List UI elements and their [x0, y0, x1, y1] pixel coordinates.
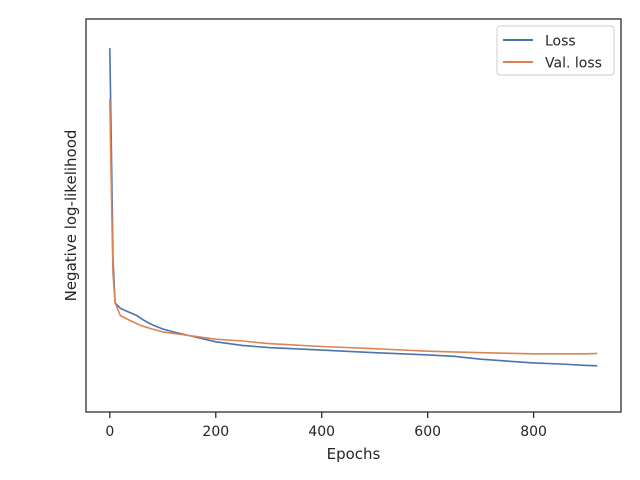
x-tick-label: 600: [414, 424, 441, 440]
x-axis-ticks: 0 200 400 600 800: [105, 412, 547, 440]
legend-label-val-loss: Val. loss: [545, 56, 602, 72]
series-lines: [109, 48, 598, 367]
x-tick-label: 200: [202, 424, 229, 440]
y-axis-label: Negative log-likelihood: [62, 130, 80, 302]
plot-frame: [85, 18, 622, 413]
series-line-val-loss: [109, 99, 598, 355]
x-tick-label: 800: [520, 424, 547, 440]
legend: Loss Val. loss: [496, 25, 615, 76]
x-tick-label: 400: [308, 424, 335, 440]
legend-label-loss: Loss: [545, 34, 576, 50]
x-tick-label: 0: [105, 424, 114, 440]
x-axis-label: Epochs: [327, 445, 381, 463]
